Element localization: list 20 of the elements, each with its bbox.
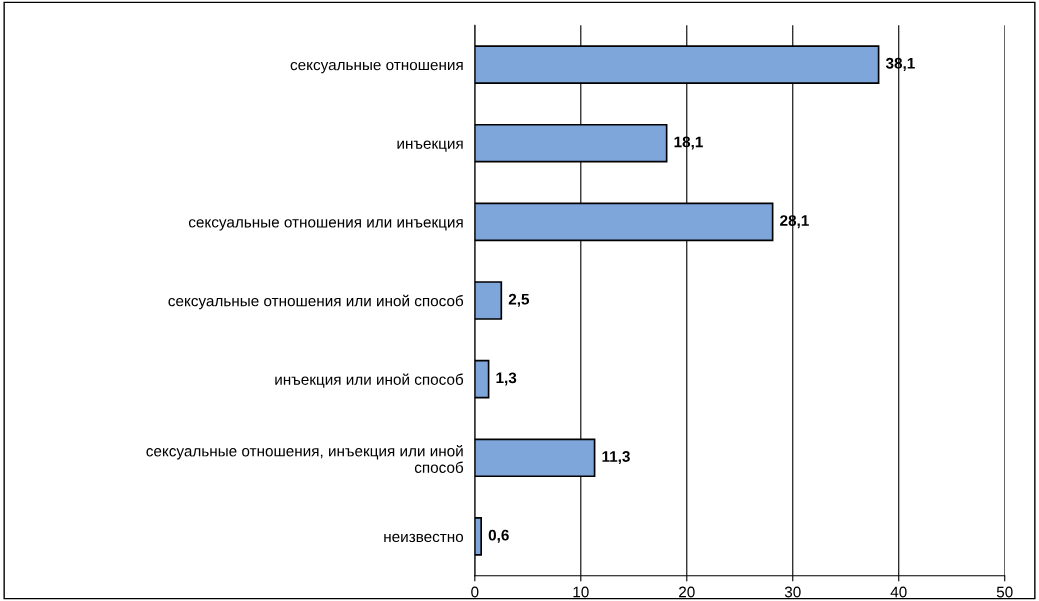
x-tick-label: 0 <box>471 586 479 598</box>
data-label: 2,5 <box>508 293 530 307</box>
y-tick-label: инъекция <box>397 140 463 152</box>
x-tick-label: 40 <box>890 586 907 598</box>
y-tick-label: сексуальные отношения или инъекция <box>188 219 463 231</box>
data-label: 1,3 <box>496 372 517 386</box>
data-label: 11,3 <box>602 451 630 465</box>
y-tick-label: сексуальные отношения <box>290 61 463 74</box>
data-label: 0,6 <box>488 529 509 543</box>
bar <box>474 359 490 399</box>
y-tick-label: сексуальные отношения или иной способ <box>168 294 464 310</box>
y-tick-label: инъекция или иной способ <box>275 373 464 388</box>
x-tick-label: 30 <box>784 586 801 598</box>
x-tick-label: 20 <box>679 586 695 598</box>
bar <box>474 281 503 320</box>
y-tick-label: неизвестно <box>384 533 464 543</box>
y-tick-label: сексуальные отношения, инъекция или иной способ <box>146 445 464 473</box>
bar <box>474 517 483 556</box>
x-tick-label: 50 <box>996 586 1013 598</box>
x-tick-label: 10 <box>573 586 589 598</box>
